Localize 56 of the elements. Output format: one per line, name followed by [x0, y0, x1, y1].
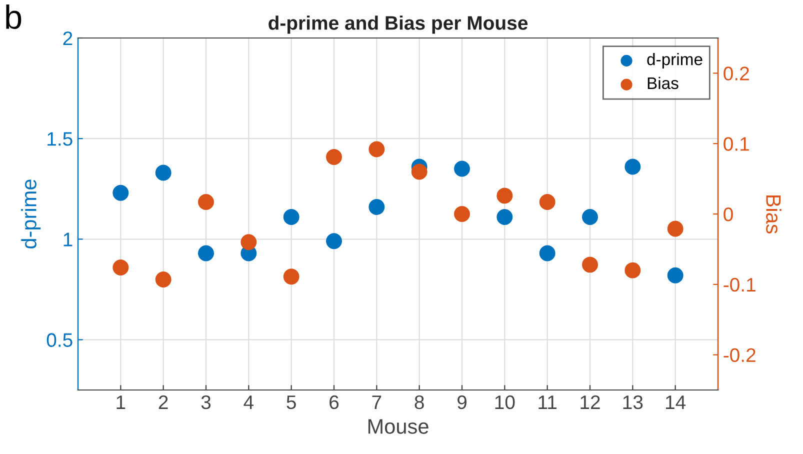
- x-tick-label: 2: [158, 395, 168, 409]
- point: [198, 245, 214, 262]
- x-tick-label: 12: [580, 395, 600, 409]
- text: b: [6, 4, 22, 30]
- point: [667, 220, 684, 237]
- y2-tick-label: -0.2: [724, 348, 756, 362]
- point: [624, 158, 641, 175]
- x-tick-label: 7: [372, 396, 382, 409]
- point: [539, 245, 556, 262]
- point: [283, 209, 300, 225]
- y-axis-title: d-prime: [21, 180, 41, 248]
- x-tick-label: 3: [201, 395, 211, 410]
- point: [624, 262, 641, 278]
- x-tick-label: 8: [414, 395, 424, 410]
- y2-tick-label: -0.1: [724, 278, 756, 292]
- point: [198, 194, 214, 210]
- point: [454, 160, 470, 177]
- point: [454, 206, 470, 222]
- y-tick-label: 1.5: [48, 132, 72, 146]
- y2-tick-label: 0.2: [724, 66, 749, 80]
- point: [155, 271, 172, 288]
- point: [368, 141, 385, 158]
- point: [496, 188, 513, 204]
- y2-tick-label: 0.1: [724, 137, 749, 151]
- x-tick-label: 10: [495, 395, 515, 410]
- point: [582, 256, 598, 273]
- y-tick-label: 2: [63, 31, 72, 46]
- point: [155, 164, 172, 181]
- x-tick-label: 6: [330, 395, 339, 410]
- x-axis-title: Mouse: [368, 419, 428, 434]
- point: [283, 268, 300, 285]
- point: [582, 209, 598, 225]
- point: [539, 194, 556, 210]
- point: [326, 149, 342, 165]
- point: [240, 234, 257, 250]
- x-tick-label: 14: [666, 396, 686, 409]
- x-tick-label: 11: [538, 396, 556, 409]
- point: [411, 164, 428, 180]
- legend-label: d-prime: [647, 53, 702, 69]
- x-tick-label: 4: [244, 396, 254, 409]
- y-tick-label: 1: [64, 232, 72, 246]
- point: [326, 233, 342, 250]
- x-tick-label: 1: [116, 396, 126, 409]
- point: [496, 209, 513, 225]
- y2-axis-title: Bias: [766, 195, 782, 234]
- x-tick-label: 5: [286, 396, 296, 410]
- point: [112, 260, 129, 276]
- point: [667, 267, 684, 284]
- x-tick-label: 9: [458, 395, 466, 410]
- point: [368, 198, 385, 215]
- chart-title: d-prime and Bias per Mouse: [268, 16, 528, 34]
- x-tick-label: 13: [623, 395, 643, 410]
- y2-tick-label: 0: [724, 207, 733, 222]
- legend-label: Bias: [648, 76, 678, 90]
- point: [112, 184, 129, 201]
- y-tick-label: 0.5: [46, 333, 72, 347]
